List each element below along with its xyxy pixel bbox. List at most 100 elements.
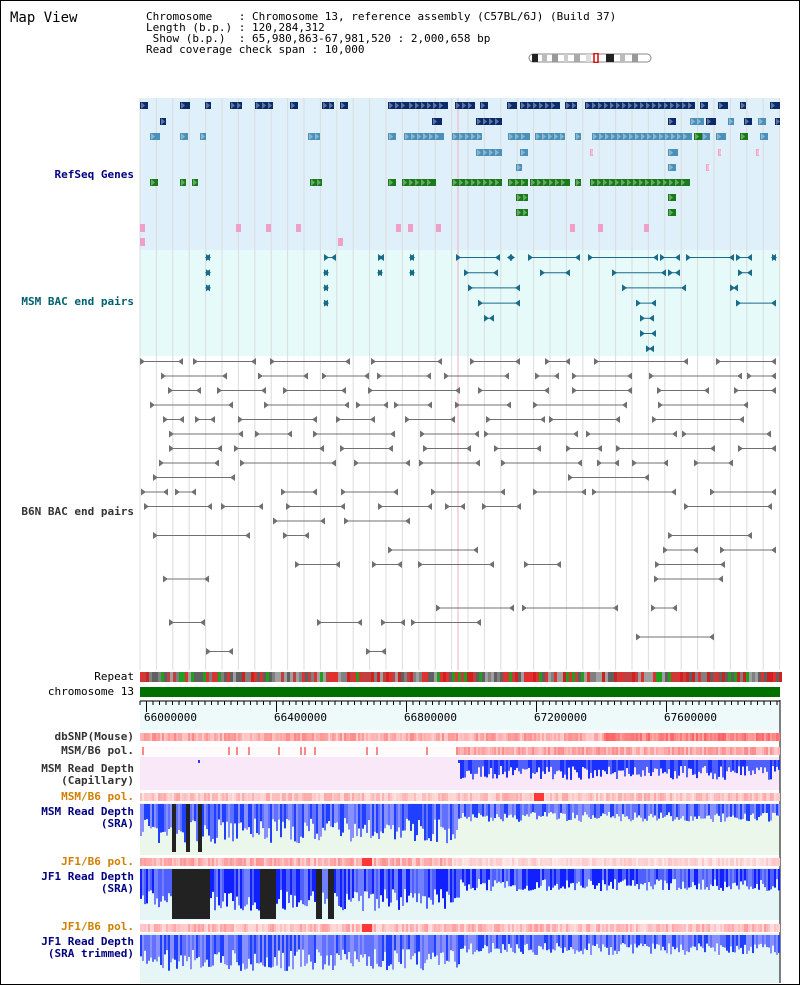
depth-bar [302,804,304,838]
bac-end-marker [681,284,686,292]
bac-end-marker [476,619,481,626]
depth-bar [360,935,362,955]
heat-cell [662,747,664,755]
heat-cell [350,924,352,932]
heat-cell [546,733,548,741]
depth-bar [640,804,642,818]
depth-bar [526,869,528,886]
heat-cell [614,793,616,801]
gene-arrow [141,102,145,109]
depth-bar [280,935,282,969]
heat-cell [518,747,520,755]
depth-bar [478,869,480,880]
chromosome-ideogram[interactable] [528,53,652,63]
heat-cell [538,793,540,801]
bac-end-marker [341,488,346,496]
heat-cell [416,858,418,866]
depth-bar [636,869,638,885]
heat-cell [490,733,492,741]
heat-cell [364,733,366,741]
bac-end-marker [507,254,512,261]
heat-cell [290,858,292,866]
heat-cell [728,793,730,801]
heat-cell [628,793,630,801]
depth-bar [332,935,334,971]
depth-bar [546,935,548,951]
depth-bar [242,804,244,831]
heat-cell [664,858,666,866]
bac-end-marker [506,401,511,409]
depth-bar [702,869,704,880]
heat-cell [752,733,754,741]
heat-cell [142,733,144,741]
depth-bar [152,804,154,827]
depth-bar [428,869,430,898]
heat-cell [532,747,534,755]
gene-block [740,133,748,140]
gene-arrow [635,133,639,140]
bac-end-marker [739,416,744,423]
heat-cell [352,858,354,866]
depth-bar [758,869,760,890]
heat-cell [618,924,620,932]
heat-cell [318,733,320,741]
bac-end-marker [736,254,741,261]
repeat-segment [455,672,458,682]
jf1-depth-trimmed-bars [140,935,780,971]
heat-cell [484,858,486,866]
heat-cell [248,858,250,866]
heat-cell [210,793,212,801]
depth-bar [300,869,302,901]
heat-cell [724,747,726,755]
heat-cell [356,924,358,932]
depth-bar [188,804,190,852]
heat-cell [176,793,178,801]
depth-bar [224,935,226,965]
heat-cell [564,858,566,866]
heat-cell [274,924,276,932]
pink-gene-mark [140,224,145,232]
depth-bar [140,869,142,899]
depth-bar [770,804,772,821]
depth-bar [654,869,656,885]
depth-bar [370,935,372,966]
repeat-segment [335,672,338,682]
depth-bar [326,935,328,956]
heat-cell [162,793,164,801]
bac-end-marker [191,488,196,496]
heat-cell [200,747,202,755]
depth-bar [748,869,750,890]
heat-cell [358,858,360,866]
depth-bar [654,804,656,816]
bac-end-marker [720,546,725,554]
info-line-show: Show (b.p.) : 65,980,863-67,981,520 : 2,… [146,32,491,45]
depth-bar [720,760,722,767]
heat-cell [508,858,510,866]
heat-cell [190,924,192,932]
heat-cell [690,858,692,866]
heat-cell [778,733,780,741]
depth-bar [672,760,674,780]
depth-bar [222,869,224,902]
bac-end-marker [672,604,677,612]
heat-cell [720,747,722,755]
heat-cell [682,858,684,866]
depth-bar [352,935,354,967]
gene-block [160,118,166,125]
heat-cell [220,793,222,801]
b6n-bac-pairs [140,358,776,655]
heat-cell [168,747,170,755]
depth-bar [606,760,608,775]
heat-cell [672,733,674,741]
heat-cell [446,733,448,741]
depth-bar [436,804,438,842]
depth-bar [458,935,460,965]
repeat-segment [734,672,737,682]
heat-cell [168,924,170,932]
depth-bar [682,760,684,773]
heat-cell [722,733,724,741]
depth-bar [622,804,624,815]
heat-cell [566,747,568,755]
heat-cell [756,858,758,866]
repeat-segment [656,672,659,682]
